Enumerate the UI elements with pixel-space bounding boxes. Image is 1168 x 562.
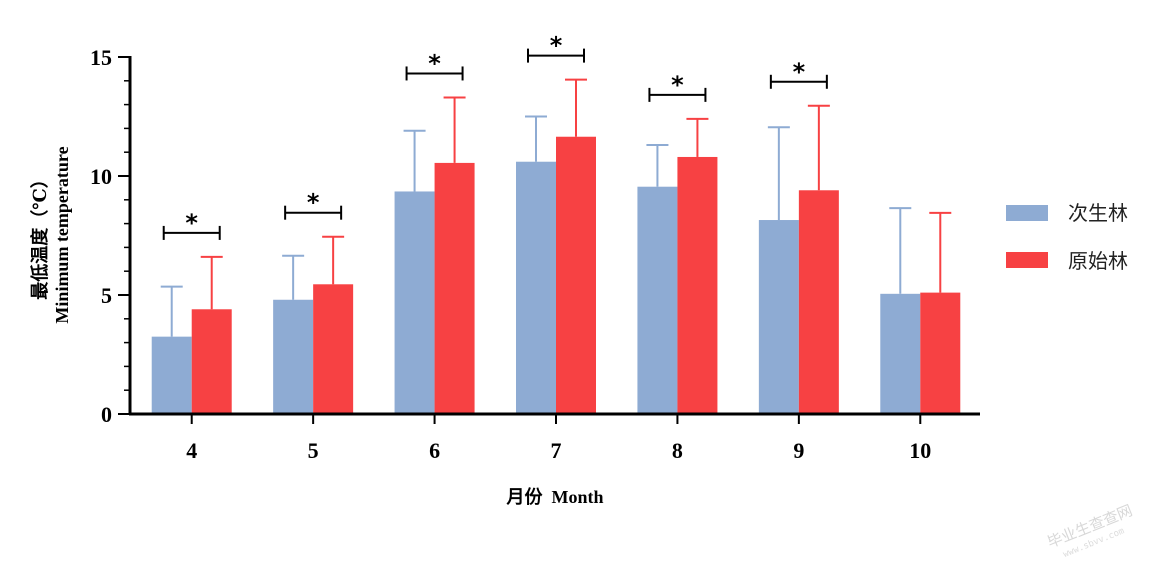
y-ticks-group: 0 5 10 15	[90, 45, 130, 427]
bars-group	[151, 136, 961, 415]
legend-label-primary-forest: 原始林	[1068, 249, 1128, 273]
legend: 次生林 原始林	[1006, 201, 1128, 273]
sig-star-month-8: *	[671, 71, 684, 99]
x-tick-label-5: 5	[308, 438, 319, 463]
bar-primary-month-10	[920, 292, 961, 414]
x-ticks-group: 4 5 6 7 8 9 10	[186, 414, 931, 463]
bar-secondary-month-6	[394, 191, 435, 414]
bar-secondary-month-8	[637, 186, 678, 414]
sig-star-month-5: *	[307, 189, 320, 217]
x-axis-title: 月份 Month	[505, 486, 603, 507]
y-tick-label-15: 15	[90, 45, 112, 70]
legend-swatch-primary-forest	[1006, 252, 1048, 268]
bar-secondary-month-5	[273, 299, 314, 414]
y-axis-title-line1: 最低温度（℃）	[29, 170, 50, 300]
sig-star-month-9: *	[793, 58, 806, 86]
y-tick-label-10: 10	[90, 164, 112, 189]
bar-primary-month-6	[434, 162, 475, 414]
legend-swatch-secondary-forest	[1006, 205, 1048, 221]
significance-group: * * * * * *	[162, 32, 828, 240]
y-tick-label-0: 0	[101, 402, 112, 427]
bar-primary-month-8	[677, 156, 718, 414]
y-tick-label-5: 5	[101, 283, 112, 308]
bar-primary-month-5	[313, 284, 354, 414]
sig-star-month-4: *	[185, 209, 198, 237]
legend-label-secondary-forest: 次生林	[1068, 201, 1128, 225]
x-tick-label-8: 8	[672, 438, 683, 463]
bar-secondary-month-7	[516, 161, 556, 414]
x-tick-label-6: 6	[429, 438, 440, 463]
bar-secondary-month-9	[758, 220, 799, 414]
y-axis-title-line2: Minimum temperature	[52, 146, 72, 323]
x-tick-label-4: 4	[186, 438, 197, 463]
watermark: 毕业生查查网 www.sbvv.com	[1045, 501, 1135, 560]
bar-secondary-month-10	[880, 293, 921, 414]
bar-primary-month-7	[556, 136, 596, 415]
error-bars-group	[160, 78, 952, 337]
x-tick-label-9: 9	[793, 438, 804, 463]
bar-primary-month-4	[191, 309, 232, 414]
x-tick-label-7: 7	[551, 438, 562, 463]
bar-primary-month-9	[798, 190, 839, 414]
x-tick-label-10: 10	[909, 438, 931, 463]
sig-star-month-7: *	[550, 32, 563, 60]
bar-secondary-month-4	[151, 336, 192, 414]
sig-star-month-6: *	[428, 49, 441, 77]
